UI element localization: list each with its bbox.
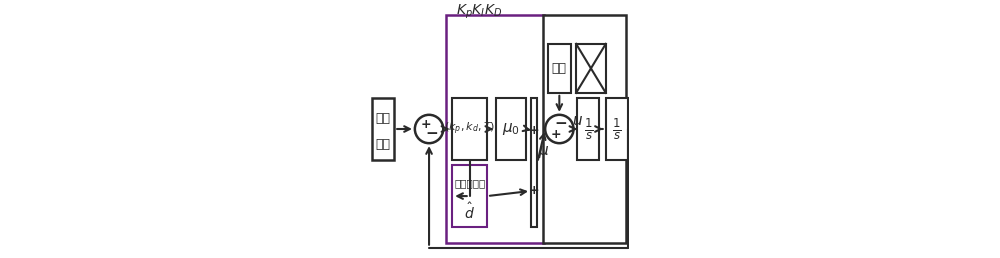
Text: $\mu$: $\mu$ <box>538 144 549 160</box>
Text: +: + <box>529 124 539 137</box>
Bar <box>606 98 628 160</box>
Bar <box>446 15 544 243</box>
Bar <box>543 15 626 243</box>
Text: $\frac{1}{s}$: $\frac{1}{s}$ <box>584 116 593 142</box>
Bar <box>548 44 571 93</box>
Text: 干扰估计器: 干扰估计器 <box>454 178 485 188</box>
Text: 干扰: 干扰 <box>552 62 567 75</box>
Text: 信号: 信号 <box>376 138 391 151</box>
Text: $\mu_0$: $\mu_0$ <box>502 121 520 137</box>
Text: −: − <box>554 116 567 131</box>
Bar <box>577 98 599 160</box>
Text: 期望: 期望 <box>376 112 391 125</box>
Bar <box>452 98 487 160</box>
Text: +: + <box>529 184 539 197</box>
Text: $u$: $u$ <box>572 114 583 128</box>
Text: +: + <box>551 128 561 141</box>
Text: $(k_p,k_d,T)$: $(k_p,k_d,T)$ <box>444 121 495 137</box>
Text: −: − <box>425 126 438 141</box>
Text: $K_p K_I K_D$: $K_p K_I K_D$ <box>456 3 502 21</box>
Bar <box>372 98 394 160</box>
Text: $\hat{d}$: $\hat{d}$ <box>464 201 475 222</box>
Circle shape <box>415 115 443 143</box>
Bar <box>576 44 606 93</box>
Text: $\frac{1}{s}$: $\frac{1}{s}$ <box>612 116 621 142</box>
Bar <box>452 165 487 227</box>
Circle shape <box>545 115 574 143</box>
Bar <box>531 98 537 227</box>
Bar <box>496 98 526 160</box>
Text: +: + <box>420 118 431 131</box>
